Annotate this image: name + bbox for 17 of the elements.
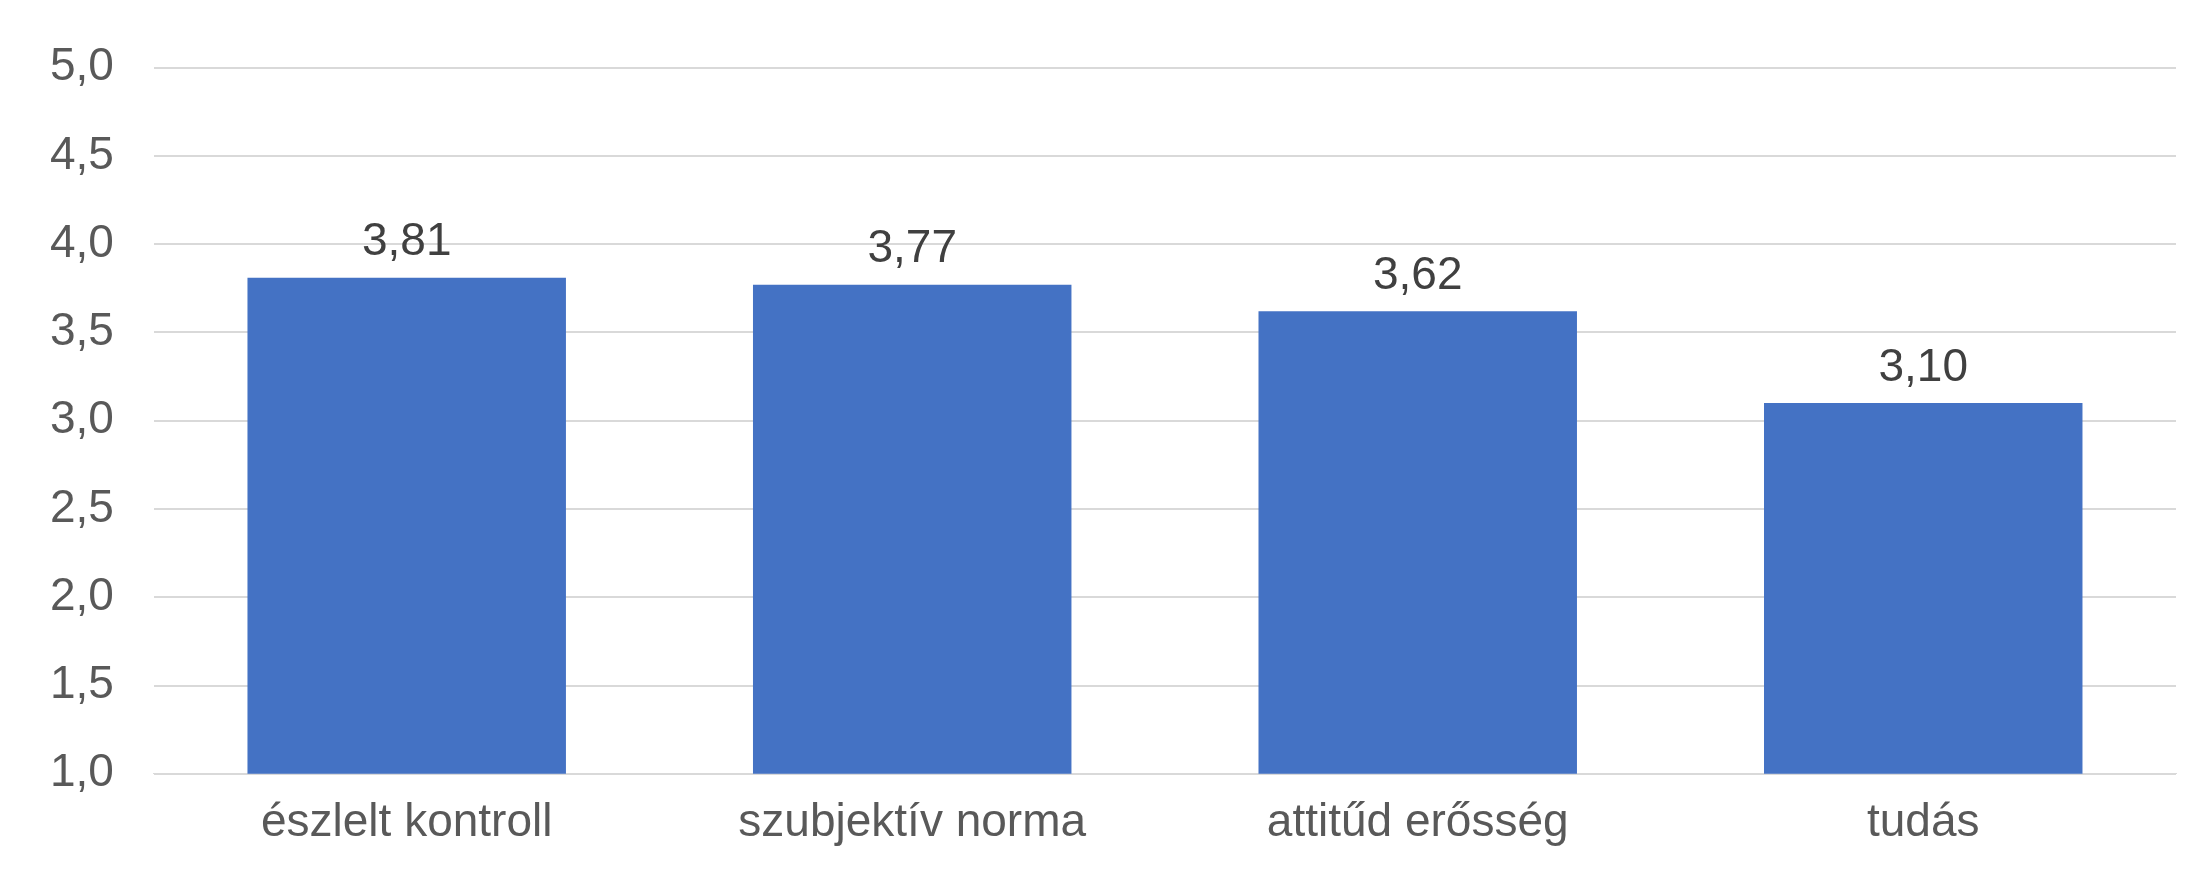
data-label: 3,10 bbox=[1878, 338, 1969, 391]
data-label: 3,81 bbox=[361, 213, 452, 266]
data-label: 3,77 bbox=[867, 220, 957, 273]
x-tick-label: észlelt kontroll bbox=[260, 794, 553, 847]
x-tick-label: szubjektív norma bbox=[738, 794, 1087, 847]
y-tick-label: 3,0 bbox=[49, 391, 114, 444]
y-tick-label: 3,5 bbox=[49, 303, 114, 356]
y-tick-label: 2,0 bbox=[49, 567, 114, 620]
y-tick-label: 1,0 bbox=[49, 744, 114, 797]
y-tick-label: 4,5 bbox=[49, 126, 114, 179]
y-tick-label: 1,5 bbox=[49, 656, 114, 709]
data-label: 3,62 bbox=[1372, 246, 1463, 299]
y-tick-label: 5,0 bbox=[49, 38, 114, 91]
x-tick-label: tudás bbox=[1866, 794, 1980, 847]
x-tick-label: attitűd erősség bbox=[1266, 794, 1569, 847]
y-tick-label: 4,0 bbox=[49, 214, 114, 267]
y-tick-label: 2,5 bbox=[49, 479, 114, 532]
